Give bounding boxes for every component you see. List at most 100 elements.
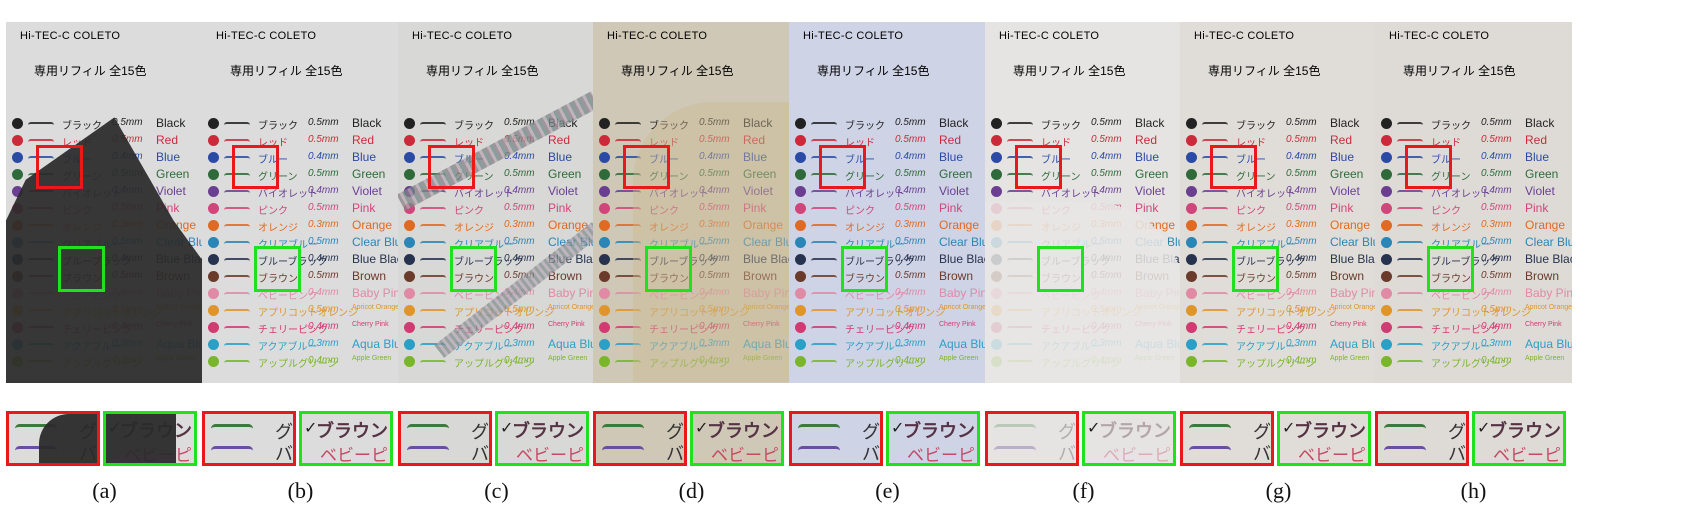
- ink-scribble: [420, 224, 446, 230]
- ink-size: 0.5mm: [112, 134, 143, 145]
- ink-scribble: [1397, 156, 1423, 162]
- ink-size: 0.4mm: [308, 253, 339, 264]
- ink-name-en: Violet: [548, 184, 578, 198]
- ink-scribble: [811, 241, 837, 247]
- crop-scribble: [602, 446, 644, 455]
- ink-swatch: [1186, 220, 1197, 231]
- ink-name-en: Black: [156, 116, 186, 130]
- ink-name-en: Baby Pink: [548, 286, 595, 300]
- ink-row: ブルー 0.4mm Blue: [1379, 150, 1572, 167]
- ink-name-jp: クリアブルー: [1236, 240, 1296, 251]
- ink-name-jp: レッド: [1236, 138, 1266, 149]
- ink-row: ブルー 0.4mm Blue: [989, 150, 1182, 167]
- ink-swatch: [12, 152, 23, 163]
- ink-name-en: Aqua Blue: [352, 337, 399, 351]
- ink-name-en: Apple Green: [743, 355, 783, 362]
- ink-name-en: Red: [1135, 133, 1158, 147]
- ink-name-jp: ブルーブラック: [1431, 257, 1501, 268]
- panel-label: (b): [287, 478, 314, 503]
- ink-swatch: [795, 220, 806, 231]
- crop-check-mark: ✓: [1282, 420, 1296, 437]
- crop-text: ブラウン: [1294, 421, 1366, 441]
- ink-size: 0.4mm: [1481, 321, 1512, 332]
- ink-scribble: [811, 122, 837, 128]
- ink-scribble: [615, 241, 641, 247]
- ink-row: レッド 0.5mm Red: [10, 133, 203, 150]
- ink-name-jp: アップルグリーン: [649, 359, 729, 370]
- ink-size: 0.5mm: [504, 117, 535, 128]
- doc-header-title: Hi-TEC-C COLETO: [999, 30, 1100, 42]
- ink-name-jp: ブラック: [1431, 121, 1471, 132]
- ink-name-en: Orange: [548, 218, 589, 232]
- zoom-crops: グバ✓ブラウンベビーピ: [1375, 411, 1572, 466]
- ink-size: 0.4mm: [504, 355, 535, 366]
- ink-name-en: Apricot Orange: [939, 304, 986, 311]
- ink-swatch: [404, 305, 415, 316]
- crop-glyph: バ: [471, 444, 489, 464]
- ink-swatch: [208, 322, 219, 333]
- ink-size: 0.5mm: [1286, 236, 1317, 247]
- ink-name-jp: ブルー: [1041, 155, 1071, 166]
- crop-text: ベビーピ: [711, 446, 779, 465]
- ink-swatch: [1381, 203, 1392, 214]
- crop-glyph: バ: [1253, 444, 1271, 464]
- ink-name-jp: オレンジ: [1236, 223, 1276, 234]
- ink-name-jp: ブルーブラック: [258, 257, 328, 268]
- ink-name-jp: ブルーブラック: [1236, 257, 1306, 268]
- ink-size: 0.5mm: [895, 304, 926, 315]
- ink-scribble: [1397, 326, 1423, 332]
- ink-size: 0.5mm: [1286, 202, 1317, 213]
- ink-size: 0.5mm: [1091, 117, 1122, 128]
- zoom-crops: グバ✓ブラウンベビーピ: [593, 411, 790, 466]
- ink-swatch: [599, 220, 610, 231]
- ink-scribble: [224, 275, 250, 281]
- ink-name-en: Black: [1330, 116, 1360, 130]
- ink-name-jp: クリアブルー: [454, 240, 514, 251]
- ink-scribble: [1202, 207, 1228, 213]
- ink-row: ブラック 0.5mm Black: [1379, 116, 1572, 133]
- zoom-crop-green: ✓ブラウンベビーピ: [299, 411, 393, 466]
- ink-name-en: Violet: [156, 184, 186, 198]
- ink-size: 0.4mm: [308, 185, 339, 196]
- ink-scribble: [1397, 122, 1423, 128]
- ink-swatch: [208, 169, 219, 180]
- ink-name-en: Orange: [1525, 218, 1566, 232]
- ink-name-jp: ブルー: [258, 155, 288, 166]
- ink-scribble: [811, 360, 837, 366]
- ink-size: 0.4mm: [699, 287, 730, 298]
- ink-swatch: [1186, 288, 1197, 299]
- ink-swatch: [404, 254, 415, 265]
- ink-name-en: Violet: [743, 184, 773, 198]
- zoom-box-green: [58, 246, 105, 292]
- ink-scribble: [615, 326, 641, 332]
- ink-row: オレンジ 0.3mm Orange: [1184, 218, 1377, 235]
- ink-size: 0.4mm: [895, 355, 926, 366]
- ink-name-jp: ブラウン: [1431, 274, 1471, 285]
- ink-swatch: [404, 322, 415, 333]
- ink-name-jp: ブラック: [845, 121, 885, 132]
- zoom-crops: グバ✓ブラウンベビーピ: [789, 411, 986, 466]
- ink-scribble: [420, 241, 446, 247]
- ink-size: 0.4mm: [1286, 321, 1317, 332]
- ink-name-en: Green: [1525, 167, 1559, 181]
- ink-name-en: Orange: [1330, 218, 1371, 232]
- ink-name-en: Green: [352, 167, 386, 181]
- ink-swatch: [795, 186, 806, 197]
- zoom-box-green: [645, 246, 692, 292]
- zoom-crops: グバ✓ブラウンベビーピ: [985, 411, 1182, 466]
- ink-row: オレンジ 0.3mm Orange: [402, 218, 595, 235]
- crop-scribble: [602, 424, 644, 433]
- crop-scribble: [407, 446, 449, 455]
- ink-size: 0.3mm: [308, 219, 339, 230]
- ink-swatch: [208, 288, 219, 299]
- ink-size: 0.5mm: [308, 117, 339, 128]
- ink-scribble: [811, 139, 837, 145]
